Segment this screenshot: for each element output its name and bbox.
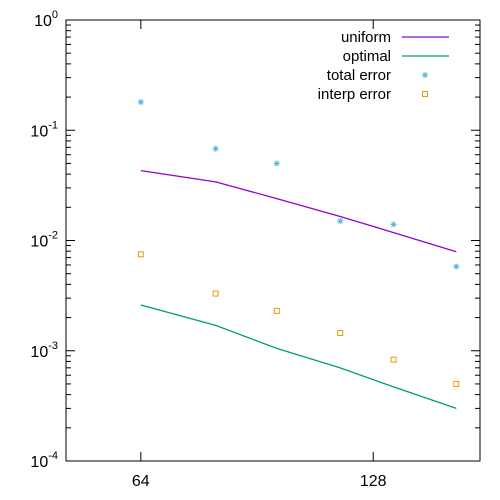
data-point-star (390, 221, 397, 228)
data-point-star (453, 263, 460, 270)
y-tick-label-exponent: -4 (48, 450, 58, 462)
legend-label: total error (327, 67, 391, 84)
star-stroke (453, 264, 459, 270)
star-stroke (274, 160, 280, 166)
y-tick-label-base: 10 (30, 123, 48, 140)
y-tick-label: 10-3 (30, 340, 58, 361)
data-point-square (337, 329, 344, 336)
x-tick-label: 128 (360, 473, 387, 490)
legend-label: optimal (343, 48, 391, 65)
series-interp-error (137, 251, 460, 387)
legend-star-swatch (422, 72, 428, 78)
series-line (140, 170, 457, 253)
star-stroke (213, 146, 219, 152)
star-stroke (138, 99, 144, 105)
y-tick-label-base: 10 (30, 234, 48, 251)
y-tick-label-exponent: -3 (48, 340, 58, 352)
y-tick-label: 10-4 (30, 450, 58, 471)
legend: uniform optimal total error interp error (318, 29, 449, 103)
series-line (140, 304, 457, 410)
star-stroke (422, 72, 428, 78)
series-total-error (137, 99, 460, 270)
y-tick-label: 10-2 (30, 230, 58, 251)
y-tick-label-base: 10 (30, 344, 48, 361)
legend-label: interp error (318, 86, 391, 103)
data-point-star (337, 218, 344, 225)
data-point-square (137, 251, 144, 258)
data-point-square (212, 290, 219, 297)
series-uniform (140, 170, 457, 253)
series-optimal (140, 304, 457, 410)
y-tick-label-exponent: 0 (52, 9, 58, 21)
x-tick-label: 64 (132, 473, 150, 490)
star-stroke (390, 221, 397, 227)
data-point-square (453, 380, 460, 387)
data-point-star (273, 160, 280, 167)
data-point-square (390, 356, 397, 363)
legend-square-swatch (422, 91, 428, 97)
y-tick-label-base: 10 (30, 454, 48, 471)
y-tick-label: 100 (34, 9, 58, 30)
star-stroke (337, 218, 343, 224)
y-tick-label-exponent: -2 (48, 230, 58, 242)
data-point-square (273, 307, 280, 314)
y-tick-label-exponent: -1 (48, 119, 58, 131)
y-tick-label: 10-1 (30, 119, 58, 140)
legend-label: uniform (341, 29, 391, 46)
y-tick-label-base: 10 (34, 13, 52, 30)
data-point-star (212, 145, 219, 152)
data-point-star (137, 99, 144, 106)
series-layer (137, 99, 460, 410)
